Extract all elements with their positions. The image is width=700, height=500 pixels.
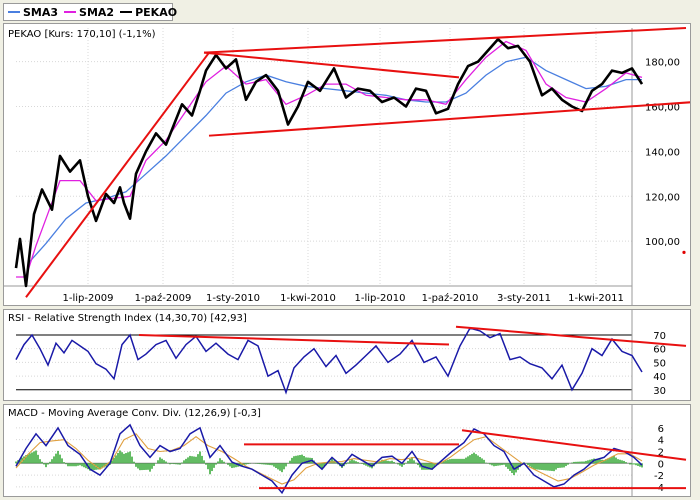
legend-pekao: PEKAO bbox=[120, 6, 177, 19]
y-tick-label: 160,00 bbox=[645, 103, 680, 114]
rsi-panel: RSI - Relative Strength Index (14,30,70)… bbox=[3, 309, 691, 401]
macd-line bbox=[15, 423, 643, 495]
legend-swatch-sma3 bbox=[8, 11, 20, 13]
x-tick-label: 3-sty-2011 bbox=[497, 293, 551, 304]
rsi-line bbox=[15, 327, 643, 395]
price-chart: PEKAO [Kurs: 170,10] (-1,1%) 1-lip-2009 1… bbox=[4, 27, 695, 305]
macd-chart: MACD - Moving Average Conv. Div. (12,26,… bbox=[8, 405, 687, 496]
y-tick-label: 40 bbox=[653, 372, 666, 383]
macd-chart-title: MACD - Moving Average Conv. Div. (12,26,… bbox=[8, 408, 261, 419]
trend-line bbox=[455, 325, 687, 347]
trend-line bbox=[461, 429, 687, 461]
legend-box: SMA3 SMA2 PEKAO bbox=[3, 3, 177, 21]
y-tick-label: -2 bbox=[654, 471, 664, 482]
signal-line bbox=[15, 433, 643, 485]
y-tick-label: 6 bbox=[658, 424, 664, 435]
sma2-line bbox=[16, 40, 643, 278]
pekao-price-line bbox=[14, 37, 644, 288]
price-chart-title: PEKAO [Kurs: 170,10] (-1,1%) bbox=[8, 29, 156, 40]
y-tick-label: 100,00 bbox=[645, 237, 680, 248]
y-tick-label: 0 bbox=[658, 459, 664, 470]
sma3-line bbox=[27, 56, 642, 265]
trend-line bbox=[138, 333, 450, 346]
legend-swatch-pekao bbox=[120, 11, 133, 13]
x-tick-label: 1-sty-2010 bbox=[206, 293, 260, 304]
rsi-chart: RSI - Relative Strength Index (14,30,70)… bbox=[8, 310, 687, 400]
trend-line bbox=[203, 27, 687, 54]
y-tick-label: 120,00 bbox=[645, 192, 680, 203]
y-tick-label: 60 bbox=[653, 345, 666, 356]
legend-swatch-sma2 bbox=[64, 11, 77, 13]
legend-label-sma3: SMA3 bbox=[23, 5, 59, 19]
x-tick-label: 1-lip-2009 bbox=[63, 293, 114, 304]
x-tick-label: 1-paź-2010 bbox=[422, 292, 479, 304]
legend-label-sma2: SMA2 bbox=[79, 5, 115, 19]
y-tick-label: 50 bbox=[653, 358, 666, 369]
rsi-chart-title: RSI - Relative Strength Index (14,30,70)… bbox=[8, 313, 247, 324]
x-tick-label: 1-kwi-2010 bbox=[280, 293, 336, 304]
trend-line bbox=[208, 101, 695, 137]
marker-dot bbox=[682, 250, 686, 254]
legend-sma3: SMA3 bbox=[8, 6, 58, 19]
legend-sma2: SMA2 bbox=[64, 6, 114, 19]
y-tick-label: 30 bbox=[653, 386, 666, 397]
x-tick-label: 1-lip-2010 bbox=[355, 293, 406, 304]
y-tick-label: 4 bbox=[658, 436, 664, 447]
trend-line bbox=[203, 51, 460, 79]
y-tick-label: 2 bbox=[658, 447, 664, 458]
trend-line bbox=[25, 52, 210, 298]
x-tick-label: 1-kwi-2011 bbox=[568, 293, 624, 304]
legend-label-pekao: PEKAO bbox=[135, 5, 178, 19]
y-tick-label: 180,00 bbox=[645, 58, 680, 69]
price-panel: PEKAO [Kurs: 170,10] (-1,1%) 1-lip-2009 1… bbox=[3, 23, 695, 306]
y-tick-label: 140,00 bbox=[645, 147, 680, 158]
x-tick-label: 1-paź-2009 bbox=[135, 292, 192, 304]
y-tick-label: 70 bbox=[653, 331, 666, 342]
macd-panel: MACD - Moving Average Conv. Div. (12,26,… bbox=[3, 404, 691, 497]
